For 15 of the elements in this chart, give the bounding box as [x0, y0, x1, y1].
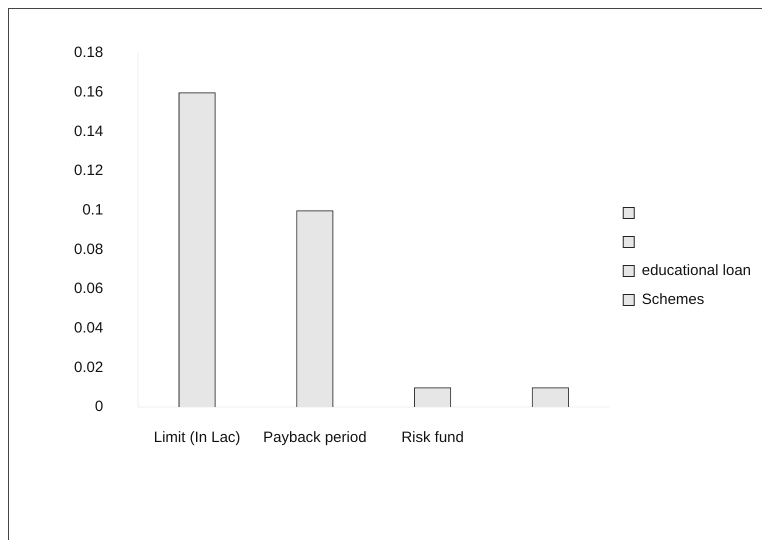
y-tick-label: 0.1: [82, 201, 104, 218]
y-tick-label: 0.16: [74, 83, 104, 100]
y-tick-label: 0.08: [74, 240, 104, 258]
y-tick-label: 0: [94, 398, 104, 416]
x-tick-label: Payback period: [263, 429, 367, 446]
y-tick-label: 0.02: [74, 358, 104, 376]
legend-label: Schemes: [642, 291, 704, 308]
y-tick-label: 0.14: [74, 122, 104, 140]
x-tick-label: Risk fund: [401, 429, 464, 446]
x-tick-label: Limit (In Lac): [154, 429, 240, 446]
y-tick-label: 0.12: [74, 162, 104, 180]
y-tick-label: 0.18: [74, 44, 104, 62]
y-tick-label: 0.06: [74, 280, 104, 298]
y-tick-label: 0.04: [74, 319, 104, 336]
legend-label: educational loan: [642, 262, 752, 280]
